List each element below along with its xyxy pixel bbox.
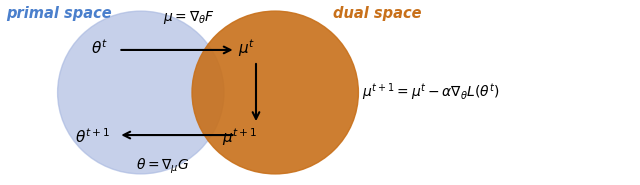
Text: $\mu^{t+1} = \mu^t - \alpha\nabla_{\theta}L(\theta^t)$: $\mu^{t+1} = \mu^t - \alpha\nabla_{\thet… xyxy=(362,82,499,103)
Text: $\theta^t$: $\theta^t$ xyxy=(91,39,108,58)
Text: $\mu^{t+1}$: $\mu^{t+1}$ xyxy=(222,126,258,148)
Text: primal space: primal space xyxy=(6,6,112,21)
Text: $\mu^t$: $\mu^t$ xyxy=(238,37,255,59)
Ellipse shape xyxy=(58,11,224,174)
Text: dual space: dual space xyxy=(333,6,421,21)
Text: $\mu = \nabla_{\theta}F$: $\mu = \nabla_{\theta}F$ xyxy=(163,8,215,26)
Text: $\theta^{t+1}$: $\theta^{t+1}$ xyxy=(75,127,111,146)
Text: $\theta = \nabla_{\mu}G$: $\theta = \nabla_{\mu}G$ xyxy=(136,157,190,176)
Ellipse shape xyxy=(192,11,358,174)
